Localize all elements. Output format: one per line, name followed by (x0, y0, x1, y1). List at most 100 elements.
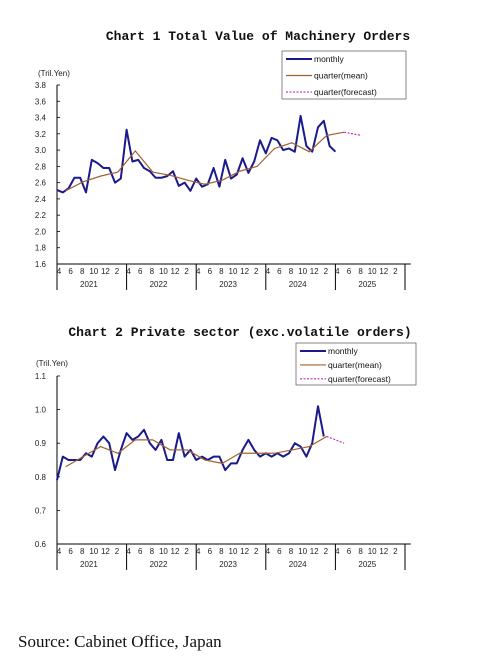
legend-quarter-mean-label: quarter(mean) (314, 71, 368, 81)
x-month-label: 10 (159, 267, 168, 276)
x-month-label: 10 (89, 547, 98, 556)
x-month-label: 4 (126, 547, 131, 556)
y-tick-label: 2.0 (35, 227, 47, 236)
x-month-label: 6 (277, 267, 282, 276)
x-year-label: 2022 (150, 280, 168, 289)
x-year-label: 2023 (219, 560, 237, 569)
x-month-label: 4 (126, 267, 131, 276)
x-month-label: 8 (219, 547, 224, 556)
x-month-label: 6 (208, 547, 213, 556)
x-month-label: 8 (219, 267, 224, 276)
x-month-label: 8 (358, 267, 363, 276)
x-month-label: 2 (184, 267, 189, 276)
x-month-label: 12 (171, 547, 180, 556)
x-year-label: 2025 (358, 560, 376, 569)
x-month-label: 8 (289, 547, 294, 556)
x-month-label: 2 (324, 267, 329, 276)
y-tick-label: 3.4 (35, 114, 47, 123)
y-tick-label: 0.7 (35, 506, 47, 515)
x-month-label: 12 (379, 267, 388, 276)
y-unit-label: (Tril.Yen) (38, 69, 70, 78)
x-month-label: 4 (266, 267, 271, 276)
y-tick-label: 0.8 (35, 473, 47, 482)
x-month-label: 12 (240, 547, 249, 556)
series-quarter-mean-line (65, 435, 328, 468)
y-tick-label: 1.8 (35, 244, 47, 253)
x-month-label: 12 (310, 547, 319, 556)
x-year-label: 2022 (150, 560, 168, 569)
x-month-label: 10 (368, 547, 377, 556)
y-unit-label: (Tril.Yen) (36, 359, 68, 368)
x-month-label: 10 (368, 267, 377, 276)
figure-panel (18, 14, 434, 606)
x-year-label: 2021 (80, 280, 98, 289)
x-month-label: 4 (196, 267, 201, 276)
x-month-label: 2 (115, 547, 120, 556)
x-year-label: 2024 (289, 560, 307, 569)
legend-monthly-label: monthly (314, 54, 345, 64)
x-month-label: 6 (347, 547, 352, 556)
source-note: Source: Cabinet Office, Japan (18, 632, 222, 651)
x-month-label: 10 (298, 267, 307, 276)
x-month-label: 6 (138, 267, 143, 276)
y-tick-label: 3.6 (35, 97, 47, 106)
x-month-label: 12 (171, 267, 180, 276)
x-month-label: 2 (393, 547, 398, 556)
x-month-label: 10 (229, 547, 238, 556)
x-month-label: 4 (335, 267, 340, 276)
y-tick-label: 2.4 (35, 195, 47, 204)
y-tick-label: 2.2 (35, 211, 47, 220)
x-year-label: 2023 (219, 280, 237, 289)
x-month-label: 4 (57, 547, 62, 556)
x-month-label: 2 (324, 547, 329, 556)
x-year-label: 2024 (289, 280, 307, 289)
y-tick-label: 2.8 (35, 162, 47, 171)
x-month-label: 2 (254, 547, 259, 556)
x-year-label: 2025 (358, 280, 376, 289)
x-month-label: 2 (254, 267, 259, 276)
x-month-label: 6 (68, 547, 73, 556)
y-tick-label: 3.8 (35, 81, 47, 90)
x-month-label: 8 (289, 267, 294, 276)
y-tick-label: 3.2 (35, 130, 47, 139)
series-quarter-forecast-line (326, 435, 345, 444)
x-month-label: 10 (298, 547, 307, 556)
legend-quarter-forecast-label: quarter(forecast) (328, 374, 391, 384)
x-month-label: 10 (229, 267, 238, 276)
x-month-label: 4 (335, 547, 340, 556)
x-month-label: 10 (159, 547, 168, 556)
legend-monthly-label: monthly (328, 346, 359, 356)
series-quarter-forecast-line (343, 131, 362, 137)
x-month-label: 6 (138, 547, 143, 556)
y-tick-label: 1.6 (35, 260, 47, 269)
x-month-label: 2 (393, 267, 398, 276)
y-tick-label: 1.0 (35, 406, 47, 415)
x-month-label: 12 (240, 267, 249, 276)
series-monthly-line (56, 114, 337, 194)
x-month-label: 4 (196, 547, 201, 556)
x-month-label: 6 (208, 267, 213, 276)
x-month-label: 8 (358, 547, 363, 556)
x-month-label: 12 (379, 547, 388, 556)
x-month-label: 10 (89, 267, 98, 276)
chart-title: Chart 2 Private sector (exc.volatile ord… (68, 325, 411, 340)
x-month-label: 12 (310, 267, 319, 276)
x-month-label: 4 (266, 547, 271, 556)
x-month-label: 2 (115, 267, 120, 276)
x-month-label: 4 (57, 267, 62, 276)
x-month-label: 8 (80, 267, 85, 276)
x-month-label: 8 (150, 267, 155, 276)
x-month-label: 12 (101, 267, 110, 276)
legend-quarter-forecast-label: quarter(forecast) (314, 87, 377, 97)
x-month-label: 6 (347, 267, 352, 276)
series-monthly-line (56, 405, 325, 481)
legend-quarter-mean-label: quarter(mean) (328, 360, 382, 370)
chart-2: Chart 2 Private sector (exc.volatile ord… (35, 325, 417, 570)
y-tick-label: 1.1 (35, 372, 47, 381)
series-quarter-mean-line (65, 131, 345, 192)
y-tick-label: 3.0 (35, 146, 47, 155)
chart-1: Chart 1 Total Value of Machinery Orders (… (35, 29, 411, 290)
y-tick-label: 0.9 (35, 439, 47, 448)
x-month-label: 8 (150, 547, 155, 556)
x-month-label: 12 (101, 547, 110, 556)
